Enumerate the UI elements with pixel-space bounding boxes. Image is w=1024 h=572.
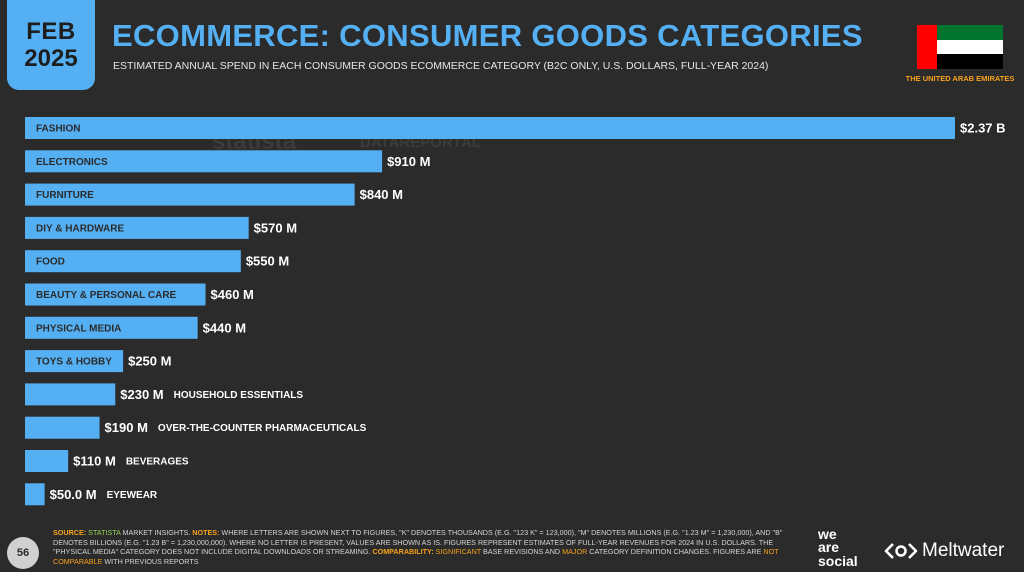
bar-over-the-counter-pharmaceuticals: [25, 416, 100, 439]
category-label-furniture: FURNITURE: [36, 190, 94, 201]
country-name: THE UNITED ARAB EMIRATES: [905, 74, 1015, 83]
value-label-fashion: $2.37 B: [960, 121, 1006, 136]
category-label-toys-hobby: TOYS & HOBBY: [36, 357, 112, 368]
wearesocial-word-3: social: [818, 552, 858, 569]
source-label: SOURCE:: [53, 528, 87, 537]
value-label-furniture: $840 M: [360, 187, 403, 202]
category-label-household-essentials: HOUSEHOLD ESSENTIALS: [174, 390, 304, 401]
category-label-diy-hardware: DIY & HARDWARE: [36, 223, 124, 234]
bar-beverages: [25, 450, 69, 472]
bar-food: [25, 250, 241, 273]
comparability-significant: SIGNIFICANT: [433, 547, 482, 557]
bar-furniture: [25, 183, 355, 206]
value-label-household-essentials: $230 M: [120, 387, 163, 402]
page-number: 56: [7, 537, 39, 569]
value-label-electronics: $910 M: [387, 154, 430, 169]
value-label-diy-hardware: $570 M: [254, 220, 297, 235]
bar-beauty-personal-care: [25, 283, 206, 306]
meltwater-wordmark: Meltwater: [922, 540, 1005, 561]
value-label-beauty-personal-care: $460 M: [211, 287, 254, 302]
value-label-food: $550 M: [246, 254, 289, 269]
category-label-fashion: FASHION: [36, 124, 80, 135]
category-label-beverages: BEVERAGES: [126, 457, 189, 468]
page-title: ECOMMERCE: CONSUMER GOODS CATEGORIES: [112, 18, 863, 53]
value-label-beverages: $110 M: [73, 454, 116, 469]
category-label-electronics: ELECTRONICS: [36, 157, 108, 168]
bar-electronics: [25, 150, 383, 173]
bar-household-essentials: [25, 383, 116, 406]
bar-physical-media: [25, 316, 198, 339]
source-name: STATISTA: [88, 528, 121, 537]
comparability-major: MAJOR: [562, 547, 588, 557]
value-label-physical-media: $440 M: [203, 320, 246, 335]
comparability-end: WITH PREVIOUS REPORTS: [102, 557, 199, 567]
source-rest: MARKET INSIGHTS.: [120, 528, 193, 537]
notes-label: NOTES:: [192, 528, 220, 537]
wearesocial-word-2: are: [818, 539, 840, 556]
notes-text: WHERE LETTERS ARE SHOWN NEXT TO FIGURES,…: [53, 528, 783, 557]
meltwater-logo: Meltwater: [884, 540, 1004, 562]
comparability-label: COMPARABILITY:: [372, 547, 434, 557]
uae-flag-icon: [917, 25, 1003, 69]
bar-toys-hobby: [25, 350, 124, 373]
meltwater-logo-icon: [884, 543, 918, 559]
date-badge: FEB 2025: [7, 0, 95, 90]
category-label-over-the-counter-pharmaceuticals: OVER-THE-COUNTER PHARMACEUTICALS: [158, 423, 367, 434]
comparability-not: NOT COMPARABLE: [53, 547, 779, 567]
bar-chart: $2.37 B FASHION $910 M ELECTRONICS $840 M FUR…: [25, 117, 1006, 506]
comparability-rest: CATEGORY DEFINITION CHANGES. FIGURES ARE: [587, 547, 764, 557]
value-label-eyewear: $50.0 M: [50, 487, 97, 502]
category-label-eyewear: EYEWEAR: [107, 490, 158, 501]
bar-diy-hardware: [25, 216, 249, 239]
category-label-physical-media: PHYSICAL MEDIA: [36, 323, 121, 334]
wearesocial-word-1: we: [818, 526, 837, 542]
date-month: FEB: [26, 17, 76, 45]
wearesocial-logo: we are social: [818, 526, 858, 569]
date-year: 2025: [24, 44, 78, 72]
footer-notes: SOURCE: STATISTA MARKET INSIGHTS. NOTES:…: [53, 528, 798, 567]
value-label-over-the-counter-pharmaceuticals: $190 M: [105, 420, 148, 435]
comparability-mid: BASE REVISIONS AND: [481, 547, 563, 557]
page-subtitle: ESTIMATED ANNUAL SPEND IN EACH CONSUMER …: [113, 60, 769, 72]
category-label-beauty-personal-care: BEAUTY & PERSONAL CARE: [36, 290, 177, 301]
value-label-toys-hobby: $250 M: [128, 354, 171, 369]
bar-eyewear: [25, 483, 45, 506]
bar-fashion: [25, 117, 955, 139]
category-label-food: FOOD: [36, 257, 65, 268]
